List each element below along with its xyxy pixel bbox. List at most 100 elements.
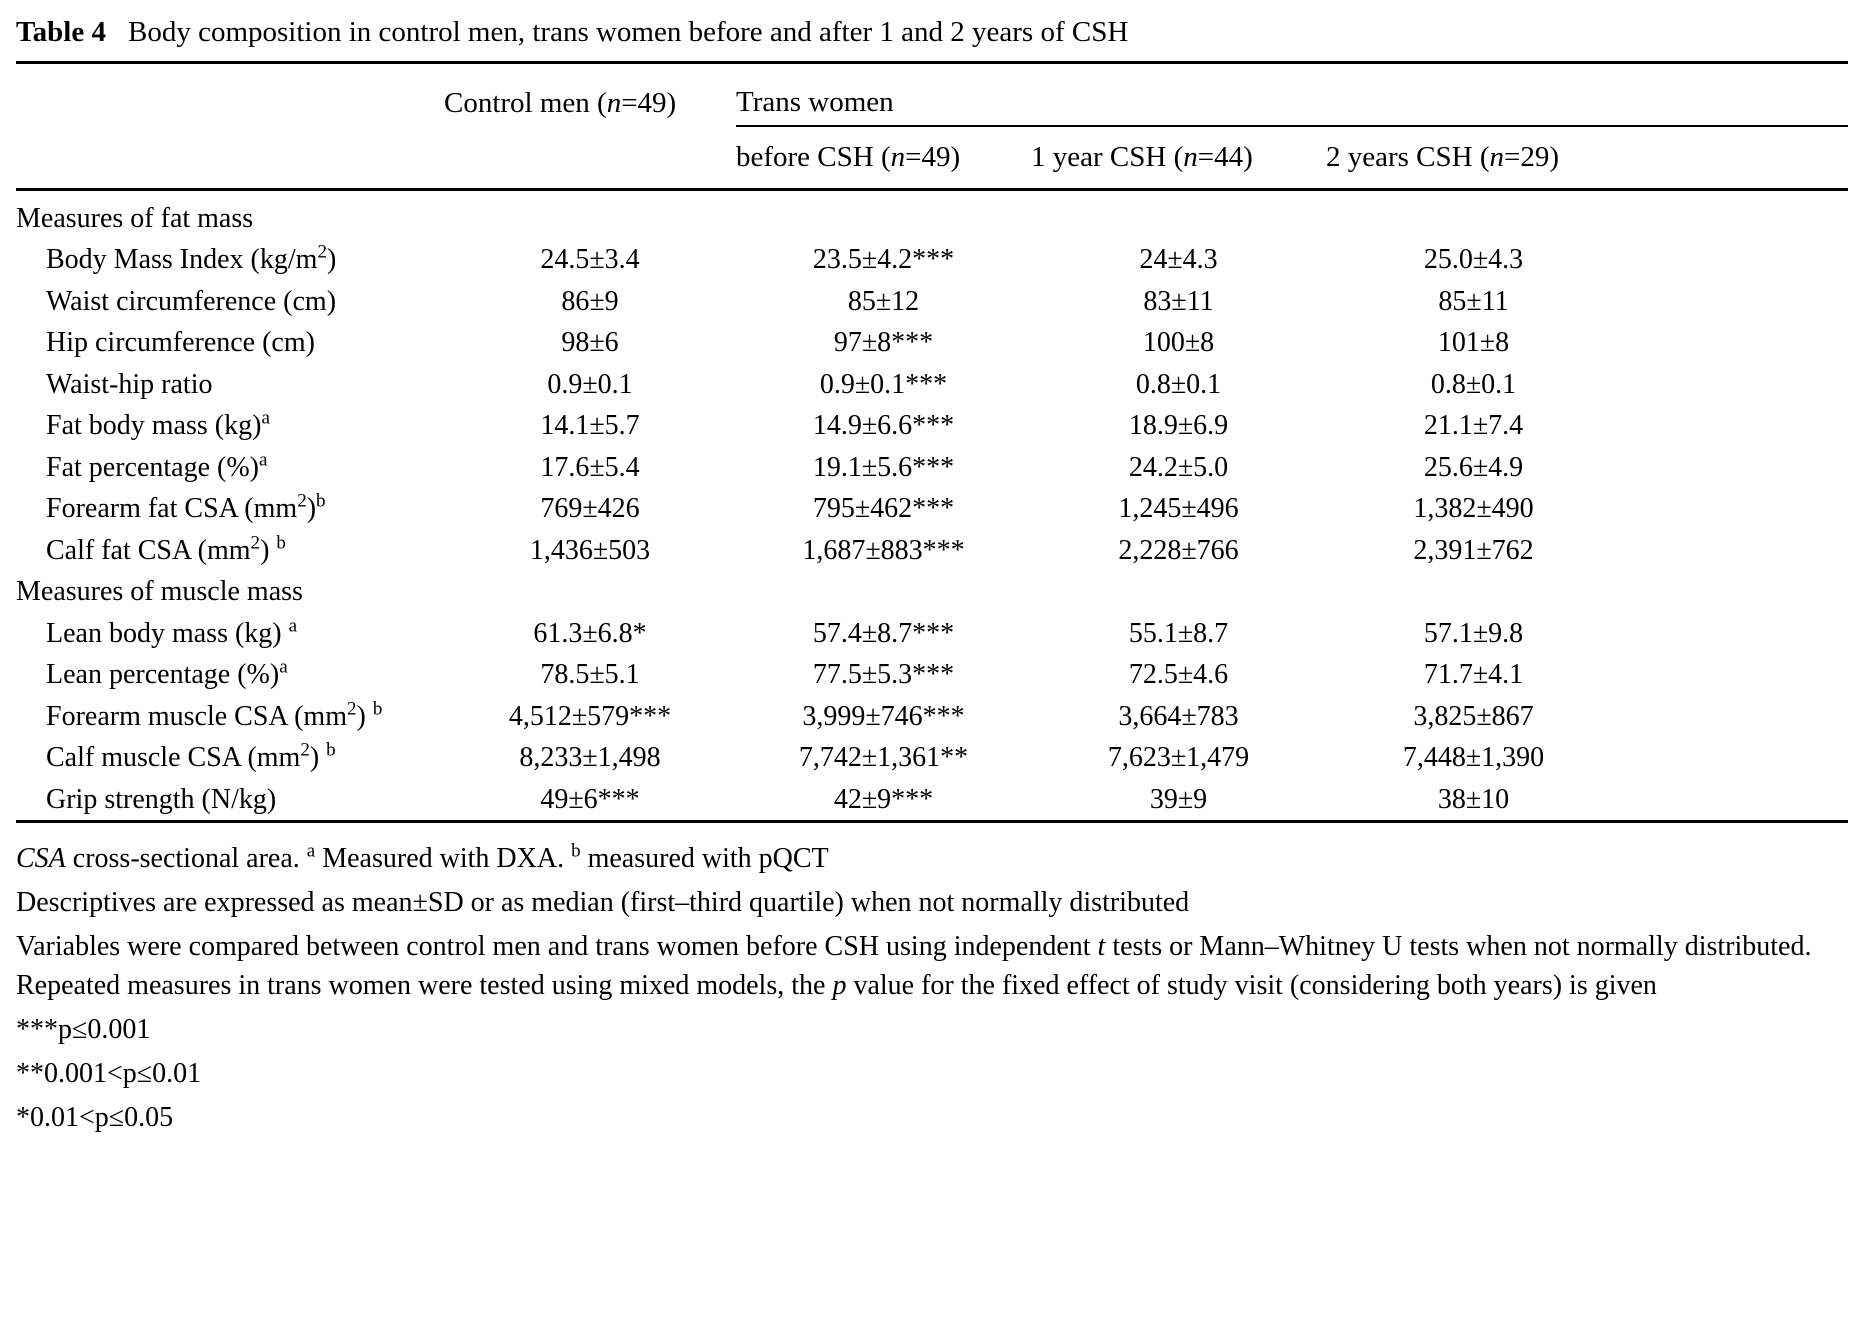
table-row: Fat body mass (kg)a 14.1±5.7 14.9±6.6*** 18…: [16, 405, 1848, 446]
column-header-before-csh: before CSH (n=49): [736, 126, 1031, 191]
footnote: Variables were compared between control …: [16, 930, 1812, 1002]
row-label: Body Mass Index (kg/m2): [46, 242, 337, 276]
value-cell: 100±8: [1142, 327, 1215, 359]
table-row: Waist-hip ratio 0.9±0.1 0.9±0.1*** 0.8±0.1 0…: [16, 364, 1848, 405]
row-label: Hip circumference (cm): [46, 327, 315, 359]
row-label: Forearm fat CSA (mm2)b: [46, 490, 326, 525]
value-cell: 98±6: [561, 327, 619, 359]
value-cell: 0.8±0.1: [1135, 368, 1222, 400]
value-cell: 769±426: [540, 493, 640, 525]
value-cell: 7,742±1,361**: [798, 742, 969, 774]
value-cell: 19.1±5.6***: [812, 451, 955, 483]
table-row: Waist circumference (cm) 86±9 85±12 83±11 85…: [16, 281, 1848, 322]
value-cell: 25.6±4.9: [1423, 451, 1524, 483]
value-cell: 57.4±8.7***: [812, 617, 955, 649]
value-cell: 7,623±1,479: [1107, 742, 1250, 774]
filler-cell: [1621, 239, 1848, 280]
filler-cell: [1621, 613, 1848, 654]
row-label: Lean body mass (kg) a: [46, 615, 298, 649]
value-cell: 83±11: [1143, 285, 1214, 317]
value-cell: 3,999±746***: [802, 700, 965, 732]
value-cell: 2,228±766: [1118, 534, 1239, 566]
row-label: Calf fat CSA (mm2) b: [46, 532, 286, 566]
value-cell: 86±9: [561, 285, 619, 317]
table-title: Body composition in control men, trans w…: [128, 16, 1129, 48]
empty-header-cell: [16, 126, 444, 191]
table-row: Fat percentage (%)a 17.6±5.4 19.1±5.6*** 24…: [16, 447, 1848, 488]
filler-cell: [1621, 737, 1848, 778]
value-cell: 97±8***: [833, 327, 934, 359]
row-label: Waist-hip ratio: [46, 368, 213, 400]
value-cell: 23.5±4.2***: [812, 244, 955, 276]
value-cell: 1,245±496: [1118, 493, 1239, 525]
value-cell: 24±4.3: [1139, 244, 1218, 276]
row-label: Forearm muscle CSA (mm2) b: [46, 698, 383, 732]
filler-cell: [1621, 322, 1848, 363]
footnote: CSA cross-sectional area. a Measured wit…: [16, 840, 829, 875]
value-cell: 4,512±579***: [508, 700, 672, 732]
value-cell: 49±6***: [540, 783, 640, 815]
value-cell: 18.9±6.9: [1128, 410, 1229, 442]
filler-cell: [1621, 530, 1848, 571]
value-cell: 25.0±4.3: [1423, 244, 1524, 276]
footnote: *0.01<p≤0.05: [16, 1101, 174, 1133]
header-row-groups: Control men (n=49) Trans women: [16, 64, 1848, 127]
section-label: Measures of fat mass: [16, 203, 254, 234]
value-cell: 1,687±883***: [802, 534, 965, 566]
value-cell: 39±9: [1149, 783, 1208, 815]
table-caption: Table 4 Body composition in control men, …: [16, 12, 1848, 64]
row-label: Waist circumference (cm): [46, 285, 337, 317]
value-cell: 2,391±762: [1413, 534, 1534, 566]
value-cell: 21.1±7.4: [1423, 410, 1524, 442]
table-row: Lean percentage (%)a 78.5±5.1 77.5±5.3*** 7…: [16, 654, 1848, 695]
table-row: Calf muscle CSA (mm2) b 8,233±1,498 7,742±…: [16, 737, 1848, 778]
value-cell: 0.8±0.1: [1430, 368, 1517, 400]
value-cell: 14.1±5.7: [540, 410, 640, 442]
value-cell: 85±12: [847, 285, 920, 317]
value-cell: 7,448±1,390: [1402, 742, 1545, 774]
body-composition-table: Control men (n=49) Trans women before CS…: [16, 64, 1848, 824]
row-label: Fat body mass (kg)a: [46, 408, 270, 442]
row-label: Calf muscle CSA (mm2) b: [46, 739, 336, 774]
table-row: Hip circumference (cm) 98±6 97±8*** 100±8 10…: [16, 322, 1848, 363]
value-cell: 85±11: [1438, 285, 1509, 317]
value-cell: 1,382±490: [1413, 493, 1534, 525]
value-cell: 14.9±6.6***: [812, 410, 955, 442]
footnote: ***p≤0.001: [16, 1014, 151, 1046]
section-row: Measures of fat mass: [16, 190, 1848, 240]
filler-cell: [1621, 364, 1848, 405]
value-cell: 101±8: [1437, 327, 1510, 359]
value-cell: 24.5±3.4: [540, 244, 640, 276]
filler-cell: [1621, 126, 1848, 191]
empty-header-cell: [16, 64, 444, 126]
value-cell: 1,436±503: [529, 534, 651, 566]
value-cell: 38±10: [1437, 783, 1510, 815]
column-group-trans-women: Trans women: [736, 64, 1848, 127]
table-row: Body Mass Index (kg/m2) 24.5±3.4 23.5±4.2*…: [16, 239, 1848, 280]
filler-cell: [1621, 696, 1848, 737]
value-cell: 17.6±5.4: [540, 451, 640, 483]
value-cell: 72.5±4.6: [1128, 659, 1229, 691]
table-row: Forearm muscle CSA (mm2) b 4,512±579*** 3,…: [16, 696, 1848, 737]
footnote: **0.001<p≤0.01: [16, 1057, 202, 1089]
table-row: Grip strength (N/kg) 49±6*** 42±9*** 39±9 38…: [16, 779, 1848, 822]
column-header-control-men: Control men (n=49): [444, 87, 677, 119]
section-label: Measures of muscle mass: [16, 576, 303, 608]
filler-cell: [1621, 281, 1848, 322]
filler-cell: [1621, 447, 1848, 488]
value-cell: 0.9±0.1: [547, 368, 633, 400]
value-cell: 8,233±1,498: [519, 742, 661, 774]
filler-cell: [1621, 779, 1848, 822]
table-row: Lean body mass (kg) a 61.3±6.8* 57.4±8.7**…: [16, 613, 1848, 654]
filler-cell: [1621, 405, 1848, 446]
empty-header-cell: [444, 126, 736, 191]
header-row-subcolumns: before CSH (n=49) 1 year CSH (n=44) 2 ye…: [16, 126, 1848, 191]
table-body: Measures of fat mass Body Mass Index (kg/…: [16, 190, 1848, 822]
row-label: Fat percentage (%)a: [46, 449, 268, 483]
value-cell: 61.3±6.8*: [533, 617, 647, 649]
footnote: Descriptives are expressed as mean±SD or…: [16, 886, 1190, 918]
filler-cell: [1621, 488, 1848, 529]
value-cell: 77.5±5.3***: [812, 659, 955, 691]
value-cell: 24.2±5.0: [1128, 451, 1229, 483]
value-cell: 55.1±8.7: [1128, 617, 1229, 649]
